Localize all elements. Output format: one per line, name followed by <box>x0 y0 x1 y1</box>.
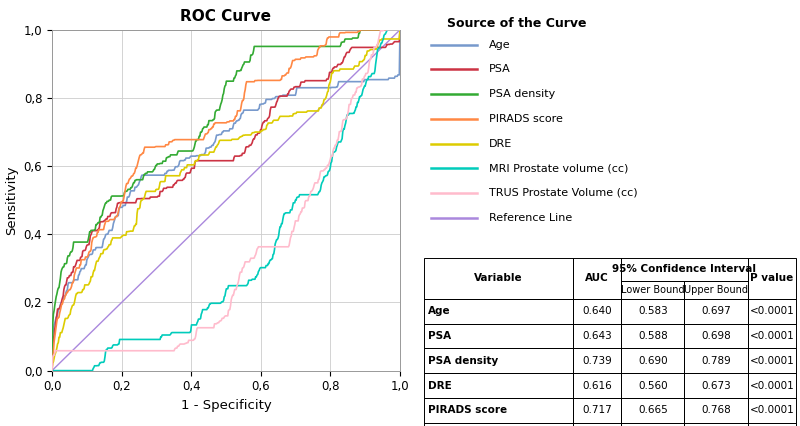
Text: 95% Confidence Interval: 95% Confidence Interval <box>613 265 757 274</box>
Text: 0.665: 0.665 <box>638 405 668 415</box>
Text: Upper Bound: Upper Bound <box>684 285 748 295</box>
Text: <0.0001: <0.0001 <box>750 405 794 415</box>
Text: 0.616: 0.616 <box>582 380 612 391</box>
Text: Age: Age <box>489 40 510 50</box>
X-axis label: 1 - Specificity: 1 - Specificity <box>181 399 271 412</box>
Text: Age: Age <box>428 306 451 317</box>
Text: <0.0001: <0.0001 <box>750 331 794 341</box>
Text: 0.789: 0.789 <box>702 356 731 366</box>
Text: PSA: PSA <box>428 331 451 341</box>
Text: 0.588: 0.588 <box>638 331 668 341</box>
Text: 0.698: 0.698 <box>702 331 731 341</box>
Title: ROC Curve: ROC Curve <box>181 9 271 24</box>
Text: 0.768: 0.768 <box>702 405 731 415</box>
Text: PSA: PSA <box>489 64 510 75</box>
Text: 0.583: 0.583 <box>638 306 668 317</box>
Text: 0.697: 0.697 <box>702 306 731 317</box>
Text: Source of the Curve: Source of the Curve <box>446 17 586 30</box>
Text: 0.640: 0.640 <box>582 306 612 317</box>
Text: <0.0001: <0.0001 <box>750 356 794 366</box>
Text: AUC: AUC <box>585 273 609 283</box>
Text: PSA density: PSA density <box>489 89 555 99</box>
Text: PIRADS score: PIRADS score <box>428 405 507 415</box>
Text: 0.560: 0.560 <box>638 380 667 391</box>
Text: Reference Line: Reference Line <box>489 213 572 223</box>
Text: <0.0001: <0.0001 <box>750 380 794 391</box>
Y-axis label: Sensitivity: Sensitivity <box>5 165 18 235</box>
Text: DRE: DRE <box>489 138 512 149</box>
Text: PSA density: PSA density <box>428 356 498 366</box>
Text: 0.643: 0.643 <box>582 331 612 341</box>
Text: MRI Prostate volume (cc): MRI Prostate volume (cc) <box>489 163 628 173</box>
Text: TRUS Prostate Volume (cc): TRUS Prostate Volume (cc) <box>489 188 638 198</box>
Text: 0.717: 0.717 <box>582 405 612 415</box>
Text: 0.739: 0.739 <box>582 356 612 366</box>
Text: P value: P value <box>750 273 794 283</box>
Text: DRE: DRE <box>428 380 452 391</box>
Text: Lower Bound: Lower Bound <box>621 285 685 295</box>
Text: Variable: Variable <box>474 273 522 283</box>
Text: 0.690: 0.690 <box>638 356 667 366</box>
Text: <0.0001: <0.0001 <box>750 306 794 317</box>
Text: PIRADS score: PIRADS score <box>489 114 563 124</box>
Text: 0.673: 0.673 <box>702 380 731 391</box>
